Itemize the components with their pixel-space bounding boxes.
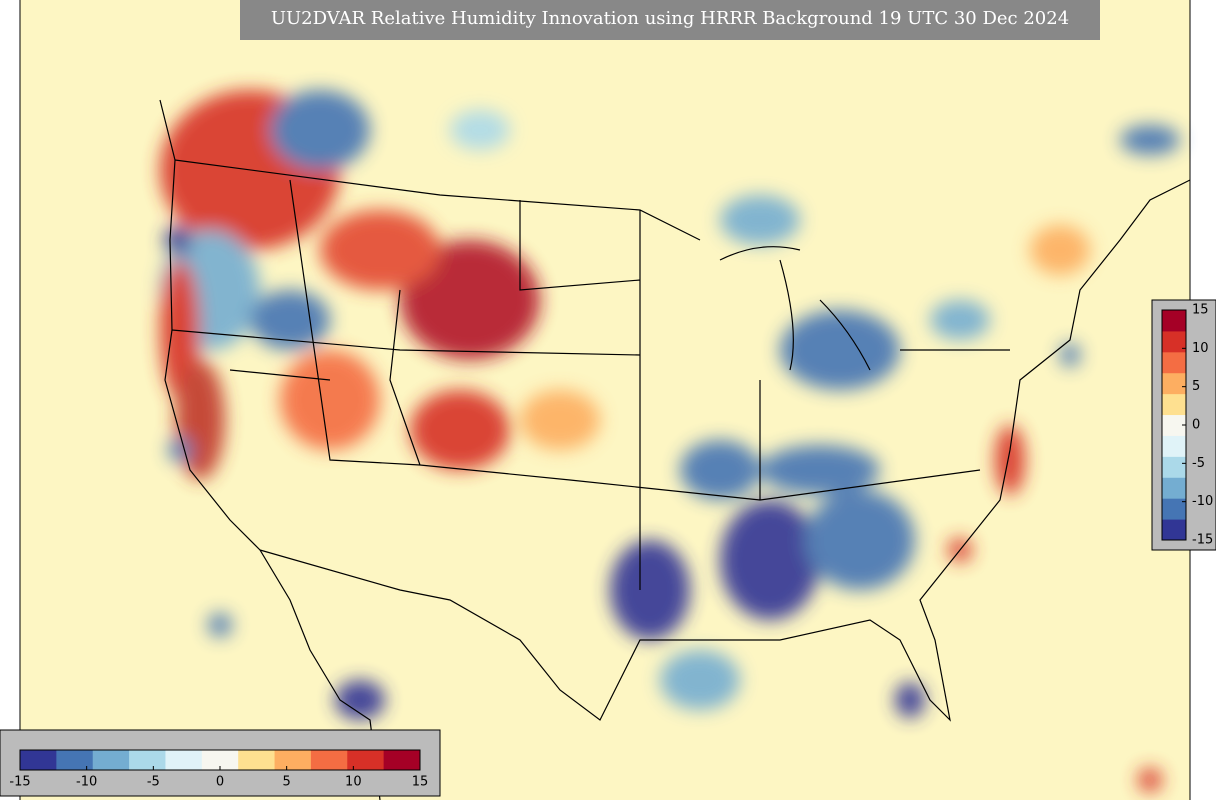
colorbar-tick-label: -5	[1192, 456, 1205, 471]
colorbar-tick-label: 0	[1192, 418, 1200, 433]
colorbar-segment	[1162, 372, 1186, 395]
colorbar-segment	[1162, 498, 1186, 520]
colorbar-segment	[129, 750, 166, 770]
vertical-colorbar: 15 10 5 0 -5 -10 -15	[1161, 303, 1213, 548]
colorbar-segment	[165, 750, 203, 770]
colorbar-tick-label: 5	[283, 775, 291, 790]
colorbar-segment	[1162, 456, 1186, 478]
colorbar-tick-label: 10	[1192, 341, 1209, 356]
colorbar-segment	[1162, 310, 1186, 332]
map-title: UU2DVAR Relative Humidity Innovation usi…	[271, 8, 1069, 29]
colorbar-segment	[1162, 330, 1186, 353]
colorbar-segment	[1162, 393, 1186, 416]
colorbar-tick-label: 5	[1192, 379, 1200, 394]
colorbar-segment	[1162, 519, 1186, 541]
colorbar-segment	[1162, 477, 1186, 499]
colorbar-segment	[238, 750, 276, 770]
colorbar-tick-label: -15	[9, 775, 30, 790]
colorbar-segment	[1162, 414, 1186, 436]
innovation-field	[160, 90, 1180, 792]
colorbar-tick-label: -10	[76, 775, 97, 790]
colorbar-segment	[310, 750, 348, 770]
colorbar-segment	[1162, 351, 1186, 374]
colorbar-segment	[92, 750, 130, 770]
colorbar-tick-label: -15	[1192, 533, 1213, 548]
colorbar-tick-label: 10	[345, 775, 362, 790]
colorbar-segment	[347, 750, 385, 770]
colorbar-segment	[201, 750, 239, 770]
colorbar-tick-label: -10	[1192, 494, 1213, 509]
colorbar-segment	[383, 750, 421, 770]
boundaries	[159, 99, 1191, 801]
title-box	[240, 0, 1100, 40]
colorbar-segment	[1162, 435, 1186, 457]
colorbar-tick-label: 0	[216, 775, 224, 790]
colorbar-segment	[56, 750, 94, 770]
colorbar-tick-label: 15	[412, 775, 429, 790]
colorbar-segment	[20, 750, 57, 770]
colorbar-tick-label: 15	[1192, 303, 1209, 318]
horizontal-colorbar: -15 -10 -5 0 5 10 15	[9, 749, 429, 790]
colorbar-segment	[274, 750, 312, 770]
colorbar-tick-label: -5	[147, 775, 160, 790]
